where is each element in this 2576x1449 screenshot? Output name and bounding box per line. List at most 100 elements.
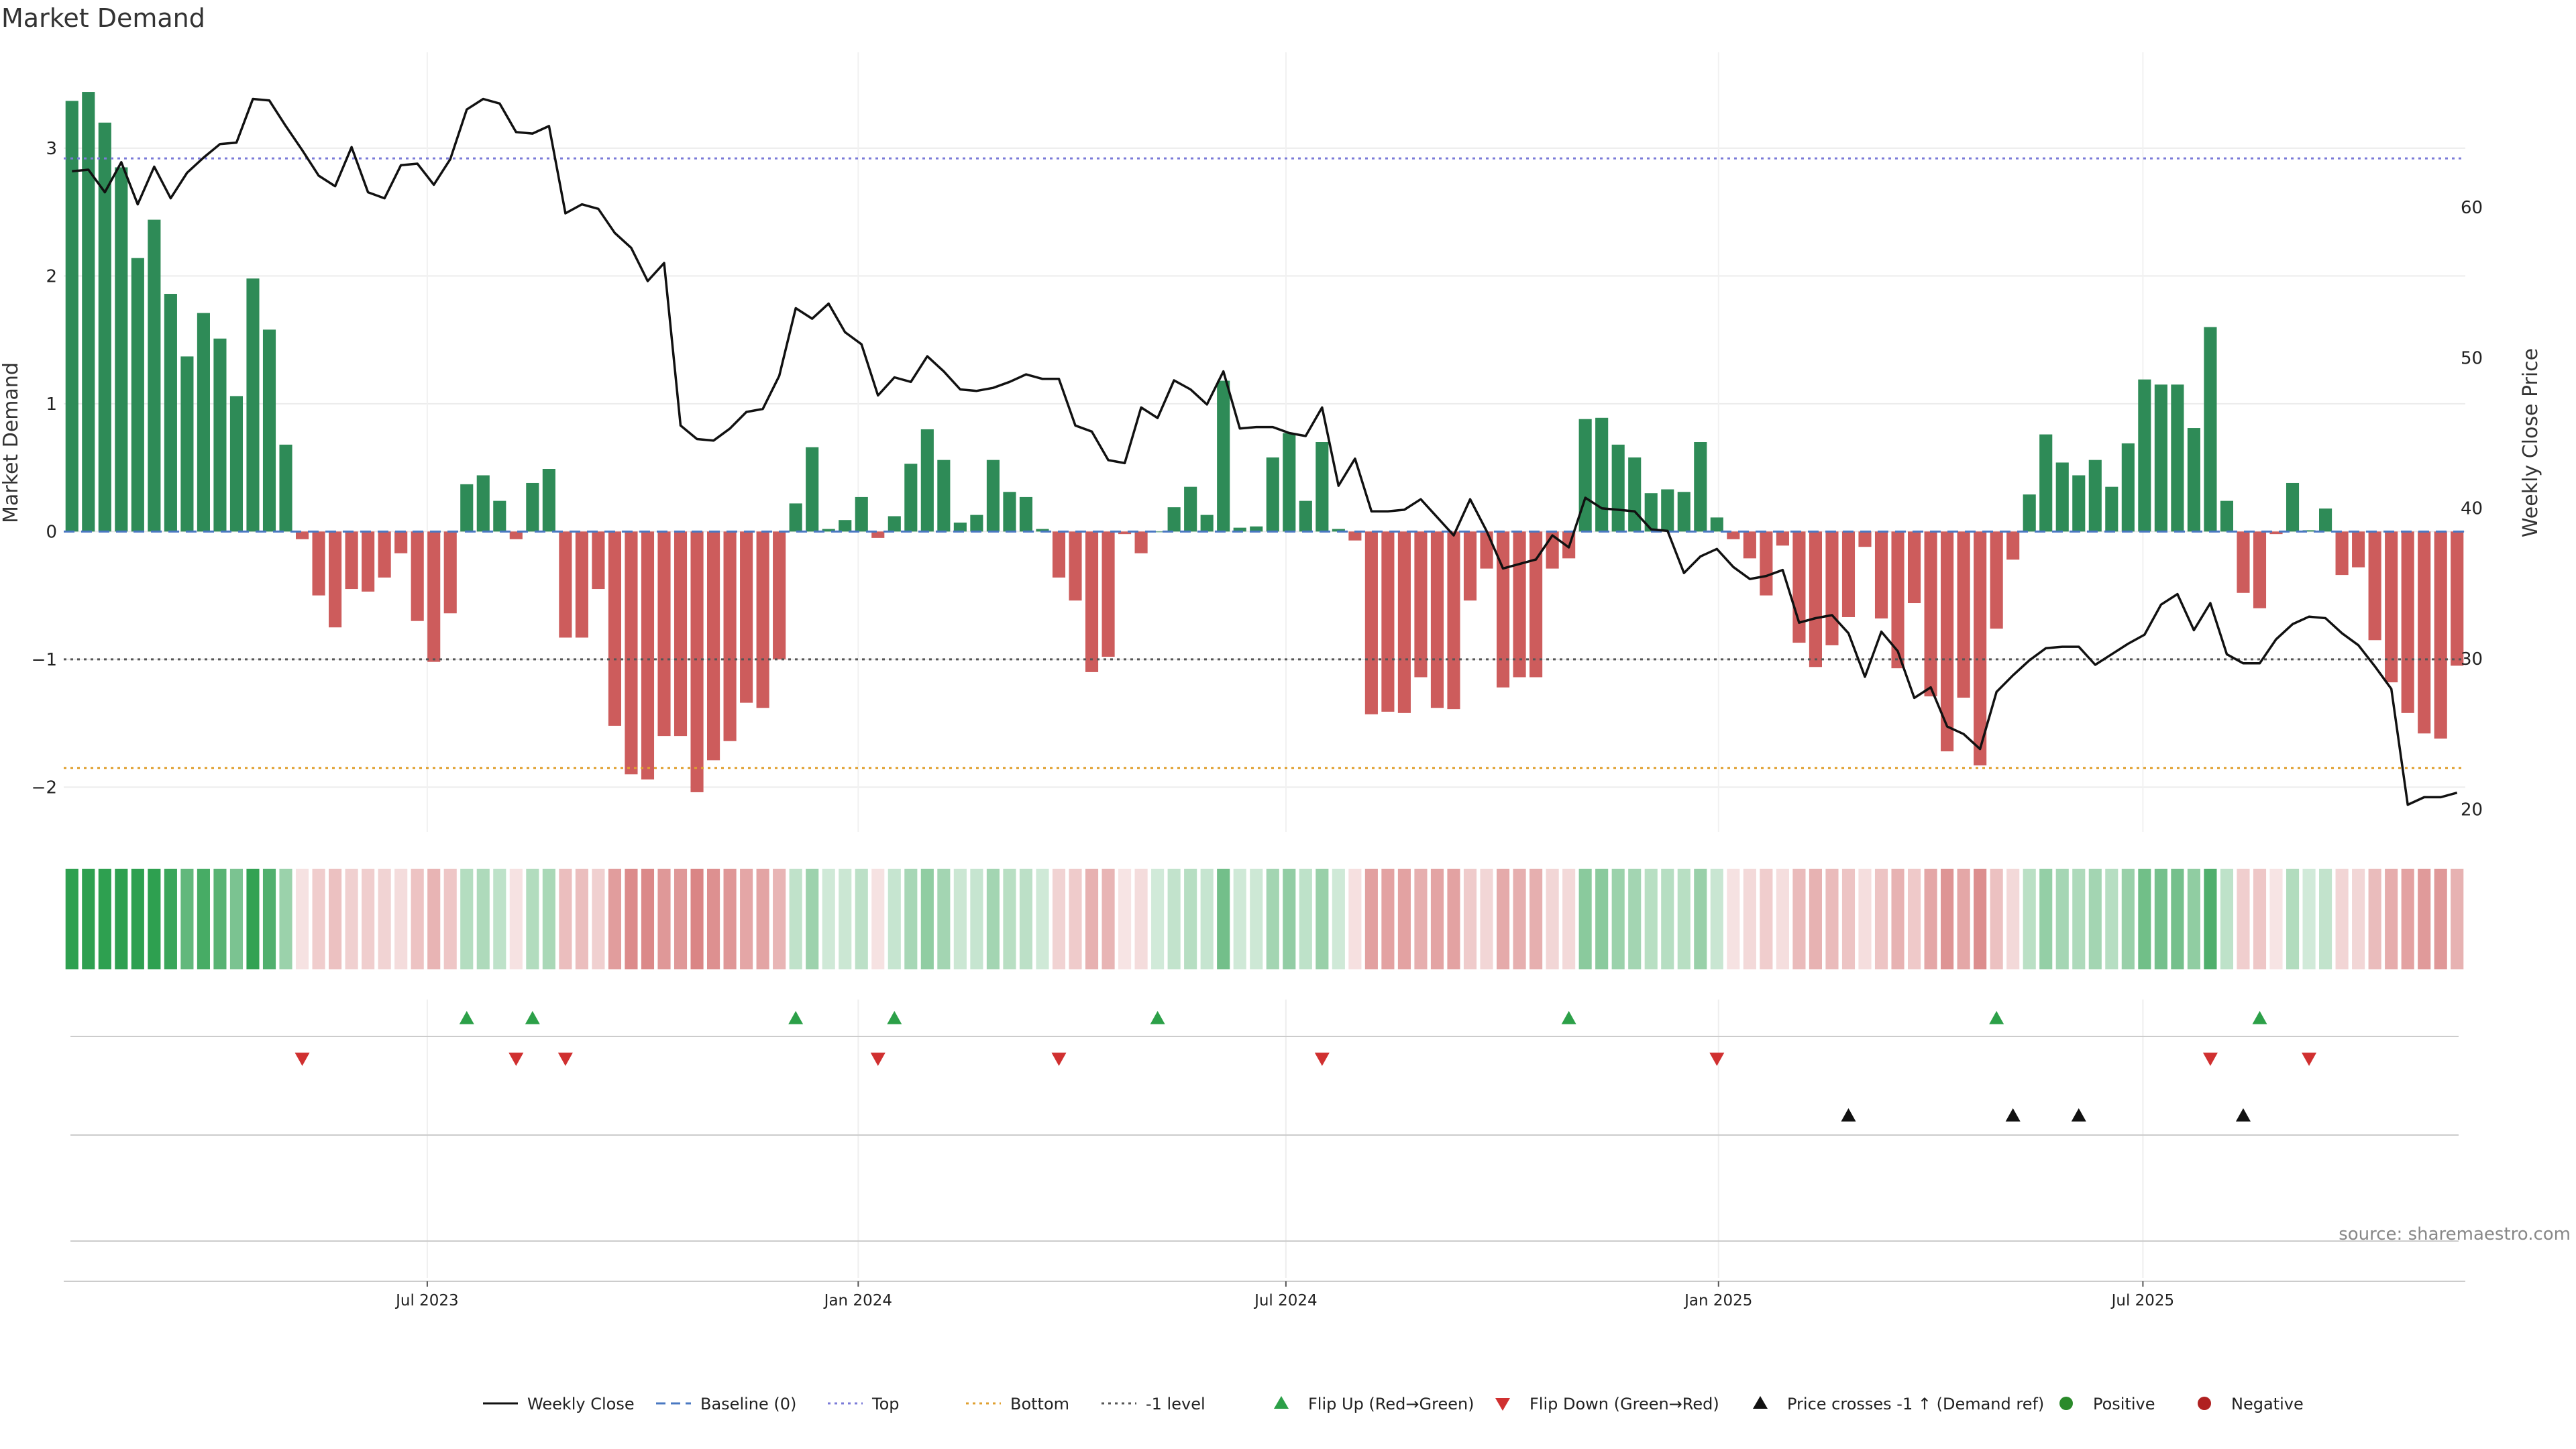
demand-bar [575, 531, 588, 638]
legend-label: Positive [2093, 1395, 2155, 1413]
demand-bar [378, 531, 391, 578]
heat-cell [2352, 869, 2365, 969]
heat-cell [2171, 869, 2184, 969]
legend-item: Flip Up (Red→Green) [1274, 1395, 1474, 1413]
demand-bar [2138, 379, 2151, 532]
demand-bar [1529, 531, 1543, 678]
demand-bar [1381, 531, 1395, 712]
heat-cell [1364, 869, 1378, 969]
demand-bar [1348, 531, 1362, 541]
heat-cell [2204, 869, 2217, 969]
demand-bar [1167, 507, 1181, 532]
heat-cell [1710, 869, 1723, 969]
demand-bar [1233, 527, 1246, 532]
y2-ticks: 60 50 40 30 20 [2461, 198, 2483, 820]
demand-bar [592, 531, 605, 590]
demand-bar [509, 531, 523, 539]
legend-label: Negative [2231, 1395, 2304, 1413]
demand-bar [2237, 531, 2250, 593]
heat-cell [1233, 869, 1246, 969]
heat-cell [904, 869, 918, 969]
demand-bar [1907, 531, 1921, 604]
heat-cell [1694, 869, 1707, 969]
demand-bar [2204, 327, 2217, 532]
demand-bar [1809, 531, 1823, 667]
heat-cell [1480, 869, 1493, 969]
heat-cell [1661, 869, 1674, 969]
heat-cell [2023, 869, 2036, 969]
heat-cell [1316, 869, 1329, 969]
x-ticks: Jul 2023 Jan 2024 Jul 2024 Jan 2025 Jul 2025 [394, 1281, 2174, 1309]
heat-cell [1348, 869, 1362, 969]
heat-cell [789, 869, 802, 969]
legend-item: Negative [2198, 1395, 2304, 1413]
demand-bar [148, 219, 161, 532]
signal-rows [64, 1011, 2465, 1282]
flip-up-marker [2252, 1011, 2267, 1024]
heat-cell [2088, 869, 2102, 969]
demand-bar [2154, 384, 2167, 532]
demand-bar [180, 356, 194, 532]
demand-bar [329, 531, 342, 628]
heat-cell [1974, 869, 1987, 969]
demand-bar [920, 429, 934, 532]
flip-up-marker [1150, 1011, 1165, 1024]
heat-cell [180, 869, 194, 969]
heat-cell [1546, 869, 1559, 969]
demand-bar [1694, 442, 1707, 532]
heat-cell [937, 869, 951, 969]
heat-cell [986, 869, 1000, 969]
heat-cell [229, 869, 244, 969]
demand-bar [1990, 531, 2003, 629]
heat-cell [2368, 869, 2381, 969]
demand-bar [888, 516, 901, 532]
price-cross-marker [1841, 1108, 1856, 1122]
demand-bar [871, 531, 885, 538]
demand-bar [1776, 531, 1789, 546]
reference-lines [64, 157, 2465, 769]
heat-cell [164, 869, 177, 969]
demand-bar [295, 531, 309, 539]
heat-cell [1907, 869, 1921, 969]
demand-bar [229, 396, 244, 532]
flip-down-marker [2302, 1053, 2317, 1066]
demand-bar [213, 338, 227, 532]
heat-cell [1496, 869, 1510, 969]
legend-swatch [2059, 1397, 2073, 1410]
heat-cell [295, 869, 309, 969]
legend-item: Top [828, 1395, 900, 1413]
heat-cell [690, 869, 704, 969]
demand-bar [970, 515, 983, 532]
demand-bar [164, 294, 177, 532]
heat-cell [1299, 869, 1312, 969]
x-tick-label: Jul 2024 [1253, 1292, 1318, 1309]
demand-bar [1611, 444, 1625, 532]
heat-cell [476, 869, 490, 969]
heat-cell [1003, 869, 1016, 969]
demand-bar [1200, 515, 1214, 532]
demand-bar [1727, 531, 1740, 539]
legend-item: Positive [2059, 1395, 2155, 1413]
heat-cell [1611, 869, 1625, 969]
demand-bar [953, 523, 967, 532]
demand-bar [1661, 489, 1674, 532]
heat-cell [625, 869, 638, 969]
y2-tick-label: 60 [2461, 198, 2483, 218]
demand-bar [1184, 486, 1197, 532]
demand-bar [1447, 531, 1460, 710]
demand-bar [1364, 531, 1378, 714]
demand-bar [1628, 457, 1642, 532]
legend-label: Price crosses -1 ↑ (Demand ref) [1787, 1395, 2044, 1413]
demand-bar [806, 447, 819, 532]
demand-bar [937, 460, 951, 532]
demand-bar [855, 496, 868, 532]
demand-bar [1134, 531, 1148, 553]
flip-down-marker [870, 1053, 885, 1066]
y2-tick-label: 50 [2461, 348, 2483, 368]
heat-cell [279, 869, 292, 969]
heat-cell [82, 869, 95, 969]
heat-cell [1463, 869, 1477, 969]
heat-cell [822, 869, 835, 969]
demand-bar [625, 531, 638, 775]
demand-bar [1644, 493, 1658, 532]
